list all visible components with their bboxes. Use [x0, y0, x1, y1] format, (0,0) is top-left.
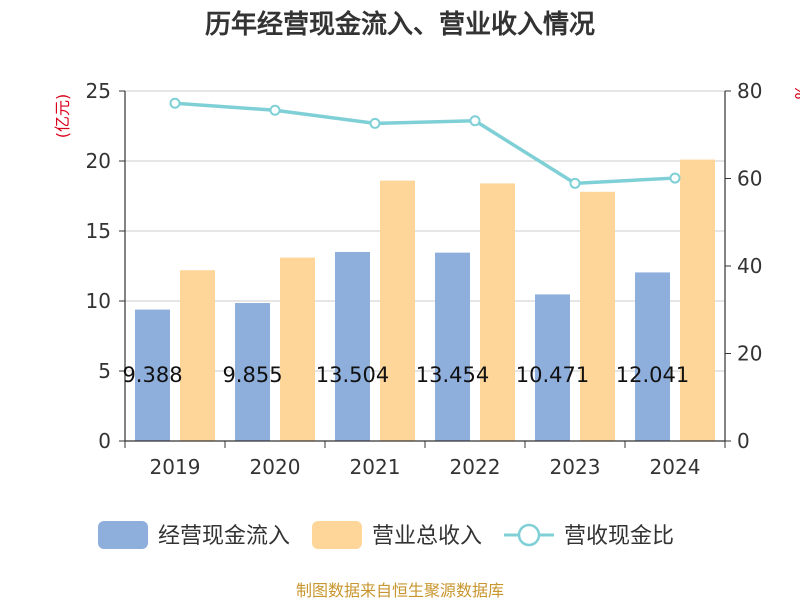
legend: 经营现金流入 营业总收入 营收现金比 [98, 521, 674, 549]
bar [380, 180, 415, 441]
x-axis-tick: 2019 [150, 455, 201, 479]
bar [480, 183, 515, 441]
left-axis-tick: 25 [86, 79, 111, 103]
chart-title: 历年经营现金流入、营业收入情况 [205, 9, 595, 40]
bar-layer [135, 159, 715, 441]
bar-labels: 9.388 9.855 13.504 13.454 10.471 12.041 [122, 363, 689, 387]
x-axis-tick: 2022 [450, 455, 501, 479]
line-point [469, 115, 481, 127]
bar [180, 270, 215, 441]
line-point [269, 104, 281, 116]
left-axis-tick: 0 [98, 429, 111, 453]
right-axis-tick: 80 [737, 79, 762, 103]
bar [335, 251, 370, 441]
bar [635, 272, 670, 441]
bar [135, 309, 170, 441]
right-axis-tick: 0 [737, 429, 750, 453]
right-axis-tick: 40 [737, 254, 762, 278]
bar-value-label: 13.454 [416, 363, 489, 387]
left-axis-tick: 15 [86, 219, 111, 243]
bar-value-label: 10.471 [516, 363, 589, 387]
bar [680, 159, 715, 441]
bar [435, 252, 470, 441]
bar [280, 257, 315, 441]
bar-value-label: 9.855 [222, 363, 282, 387]
right-axis-tick: 60 [737, 167, 762, 191]
x-axis-tick: 2024 [650, 455, 701, 479]
bar-value-label: 9.388 [122, 363, 182, 387]
legend-swatch [98, 521, 148, 549]
x-axis-tick: 2021 [350, 455, 401, 479]
bar [580, 191, 615, 441]
line-series [174, 101, 676, 186]
legend-marker [517, 523, 541, 547]
right-axis-unit: % [791, 84, 800, 99]
line-point [669, 172, 681, 184]
legend-label: 营收现金比 [564, 524, 674, 549]
line-point [169, 97, 181, 109]
bar-value-label: 13.504 [316, 363, 389, 387]
left-axis-tick: 20 [86, 149, 111, 173]
data-source: 制图数据来自恒生聚源数据库 [296, 581, 504, 600]
bar [235, 303, 270, 441]
legend-label: 经营现金流入 [158, 524, 290, 549]
x-axis-tick: 2023 [550, 455, 601, 479]
right-axis-tick: 20 [737, 342, 762, 366]
x-axis-tick: 2020 [250, 455, 301, 479]
left-axis-tick: 10 [86, 289, 111, 313]
legend-swatch [312, 521, 362, 549]
bar-value-label: 12.041 [616, 363, 689, 387]
bar [535, 294, 570, 441]
legend-label: 营业总收入 [372, 524, 482, 549]
line-layer [169, 97, 681, 189]
line-point [569, 177, 581, 189]
line-point [369, 117, 381, 129]
left-axis-tick: 5 [98, 359, 111, 383]
left-axis-unit: (亿元) [53, 94, 72, 139]
axes: 0 5 10 15 20 25 0 20 40 60 80 2019 2020 2021 2022 2023 2… [86, 79, 763, 479]
